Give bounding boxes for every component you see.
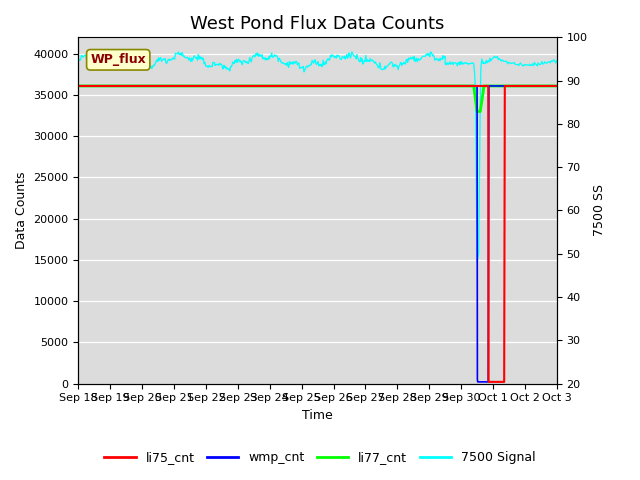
Text: WP_flux: WP_flux: [90, 53, 146, 66]
wmp_cnt: [111, 83, 118, 89]
7500 Signal: [75, 59, 83, 64]
7500 Signal: [350, 53, 358, 59]
7500 Signal: [553, 58, 561, 63]
wmp_cnt: [75, 83, 83, 89]
7500 Signal: [473, 260, 481, 265]
li77_cnt: [470, 83, 477, 89]
li77_cnt: [75, 83, 83, 89]
7500 Signal: [419, 54, 426, 60]
wmp_cnt: [472, 83, 479, 89]
wmp_cnt: [553, 83, 561, 89]
li75_cnt: [527, 83, 535, 89]
7500 Signal: [88, 57, 96, 62]
li75_cnt: [318, 83, 326, 89]
li77_cnt: [470, 87, 478, 93]
li75_cnt: [333, 83, 341, 89]
wmp_cnt: [474, 379, 481, 385]
X-axis label: Time: Time: [302, 409, 333, 422]
Line: li77_cnt: li77_cnt: [79, 86, 557, 111]
li75_cnt: [202, 83, 210, 89]
li77_cnt: [476, 108, 484, 114]
wmp_cnt: [401, 83, 409, 89]
li75_cnt: [485, 379, 493, 385]
li77_cnt: [480, 83, 488, 89]
Y-axis label: Data Counts: Data Counts: [15, 172, 28, 249]
7500 Signal: [216, 61, 224, 67]
li75_cnt: [75, 83, 83, 89]
Line: li75_cnt: li75_cnt: [79, 86, 557, 382]
wmp_cnt: [101, 83, 109, 89]
7500 Signal: [348, 49, 356, 55]
li75_cnt: [553, 83, 561, 89]
Y-axis label: 7500 SS: 7500 SS: [593, 184, 606, 237]
Line: wmp_cnt: wmp_cnt: [79, 86, 557, 382]
li77_cnt: [479, 87, 487, 93]
7500 Signal: [209, 60, 217, 65]
li75_cnt: [530, 83, 538, 89]
li77_cnt: [553, 83, 561, 89]
wmp_cnt: [145, 83, 153, 89]
7500 Signal: [118, 56, 126, 62]
wmp_cnt: [212, 83, 220, 89]
Title: West Pond Flux Data Counts: West Pond Flux Data Counts: [191, 15, 445, 33]
Legend: li75_cnt, wmp_cnt, li77_cnt, 7500 Signal: li75_cnt, wmp_cnt, li77_cnt, 7500 Signal: [99, 446, 541, 469]
li75_cnt: [331, 83, 339, 89]
Line: 7500 Signal: 7500 Signal: [79, 52, 557, 263]
li77_cnt: [473, 108, 481, 114]
